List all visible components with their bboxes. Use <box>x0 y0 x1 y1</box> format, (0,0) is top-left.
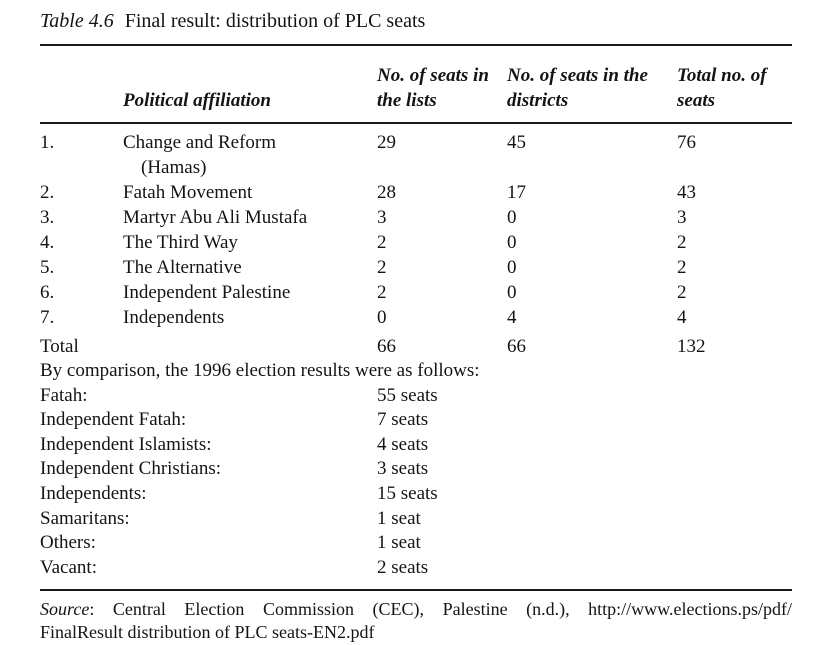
header-seats-in-districts: No. of seats in the districts <box>507 65 648 111</box>
total-seats: 2 <box>677 232 687 253</box>
row-affiliation: Independents <box>123 307 225 328</box>
comparison-value: 15 seats <box>377 482 438 504</box>
source-note: Source: Central Election Commission (CEC… <box>40 598 792 644</box>
seats-in-lists: 29 <box>377 132 396 153</box>
comparison-value: 55 seats <box>377 384 438 406</box>
total-total-seats: 132 <box>677 336 706 357</box>
seats-in-districts: 0 <box>507 282 517 303</box>
seats-in-districts: 45 <box>507 132 526 153</box>
table-number: Table 4.6 <box>40 10 114 32</box>
top-rule <box>40 44 792 46</box>
table-body: 1. Change and Reform (Hamas) 29 45 76 2.… <box>40 124 792 330</box>
total-seats: 4 <box>677 307 687 328</box>
seats-in-lists: 2 <box>377 232 387 253</box>
table-header-row: Political affiliation No. of seats in th… <box>40 46 792 122</box>
comparison-label: Independent Fatah: <box>40 409 187 431</box>
source-text: : Central Election Commission (CEC), Pal… <box>89 599 792 620</box>
comparison-value: 4 seats <box>377 433 429 455</box>
total-seats-in-districts: 66 <box>507 336 526 357</box>
comparison-value: 1 seat <box>377 507 421 529</box>
comparison-label: Others: <box>40 532 96 554</box>
row-affiliation: The Third Way <box>123 232 238 253</box>
comparison-label: Samaritans: <box>40 507 130 529</box>
comparison-label: Fatah: <box>40 384 88 406</box>
row-number: 2. <box>40 182 55 203</box>
total-seats: 76 <box>677 132 696 153</box>
seats-in-lists: 2 <box>377 282 387 303</box>
bottom-rule <box>40 589 792 592</box>
table-caption: Final result: distribution of PLC seats <box>124 10 426 32</box>
table-total-row: Total 66 66 132 <box>40 334 792 359</box>
comparison-value: 7 seats <box>377 409 429 431</box>
table-title: Table 4.6 Final result: distribution of P… <box>40 9 792 34</box>
total-seats: 43 <box>677 182 696 203</box>
comparison-label: Independents: <box>40 482 147 504</box>
header-total-seats: Total no. of seats <box>677 65 767 111</box>
comparison-1996-block: By comparison, the 1996 election results… <box>40 359 792 580</box>
total-seats: 2 <box>677 282 687 303</box>
comparison-label: Vacant: <box>40 556 97 578</box>
comparison-intro: By comparison, the 1996 election results… <box>40 360 480 381</box>
source-line1: Source: Central Election Commission (CEC… <box>40 598 792 621</box>
row-number: 5. <box>40 257 55 278</box>
seats-in-districts: 0 <box>507 257 517 278</box>
header-rule <box>40 122 792 124</box>
comparison-value: 1 seat <box>377 532 421 554</box>
row-affiliation: Martyr Abu Ali Mustafa <box>123 207 308 228</box>
total-seats-in-lists: 66 <box>377 336 396 357</box>
comparison-label: Independent Christians: <box>40 458 221 480</box>
row-number: 3. <box>40 207 55 228</box>
seats-in-lists: 3 <box>377 207 387 228</box>
seats-in-districts: 17 <box>507 182 526 203</box>
row-number: 7. <box>40 307 55 328</box>
comparison-label: Independent Islamists: <box>40 433 212 455</box>
affiliation-line2: (Hamas) <box>141 157 207 178</box>
source-label: Source <box>40 599 90 620</box>
row-affiliation: The Alternative <box>123 257 242 278</box>
header-seats-in-lists: No. of seats in the lists <box>377 65 489 111</box>
seats-in-lists: 0 <box>377 307 387 328</box>
comparison-value: 3 seats <box>377 458 429 480</box>
comparison-value: 2 seats <box>377 556 429 578</box>
header-political-affiliation: Political affiliation <box>123 90 271 111</box>
total-seats: 2 <box>677 257 687 278</box>
affiliation-line1: Change and Reform <box>123 132 277 153</box>
row-number: 1. <box>40 132 55 153</box>
seats-in-lists: 28 <box>377 182 396 203</box>
total-seats: 3 <box>677 207 687 228</box>
seats-in-districts: 0 <box>507 207 517 228</box>
seats-in-lists: 2 <box>377 257 387 278</box>
row-affiliation: Fatah Movement <box>123 182 253 203</box>
source-line2: FinalResult distribution of PLC seats-EN… <box>40 622 375 643</box>
row-number: 6. <box>40 282 55 303</box>
row-number: 4. <box>40 232 55 253</box>
total-label: Total <box>40 336 79 357</box>
row-affiliation: Change and Reform (Hamas) <box>123 130 377 180</box>
seats-in-districts: 4 <box>507 307 517 328</box>
row-affiliation: Independent Palestine <box>123 282 291 303</box>
seats-in-districts: 0 <box>507 232 517 253</box>
